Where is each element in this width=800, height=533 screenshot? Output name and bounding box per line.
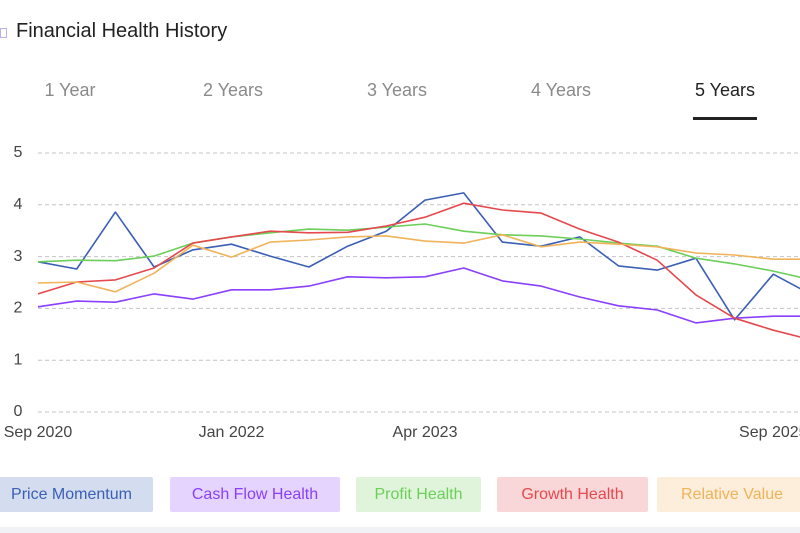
footer-strip (0, 527, 800, 533)
y-tick-label: 3 (14, 248, 23, 265)
legend-item[interactable]: Relative Value (657, 477, 800, 512)
chart: 0 1 2 3 4 5 Sep 2020 Jan 2022 Apr 2023 Sep 2025 (4, 144, 800, 441)
y-tick-label: 4 (14, 196, 23, 213)
tab-bar: 1 Year 2 Years 3 Years 4 Years 5 Years (0, 80, 800, 126)
series-line (37, 267, 800, 324)
tab[interactable]: 2 Years (202, 80, 264, 100)
x-tick-label: Apr 2023 (393, 424, 458, 441)
y-tick-label: 1 (14, 351, 23, 368)
y-tick-label: 2 (14, 300, 23, 317)
tab[interactable]: 4 Years (530, 80, 592, 100)
legend-item[interactable]: Growth Health (497, 477, 648, 512)
series-line (37, 192, 800, 321)
legend-item[interactable]: Price Momentum (0, 477, 153, 512)
series-line (37, 202, 800, 338)
tab[interactable]: 5 Years (692, 80, 758, 120)
page-title: Financial Health History (16, 20, 228, 42)
x-tick-label: Jan 2022 (199, 424, 265, 441)
title-icon (0, 28, 7, 38)
series-line (37, 223, 800, 278)
y-tick-label: 0 (14, 403, 23, 420)
x-tick-label: Sep 2020 (4, 424, 73, 441)
tab[interactable]: 3 Years (366, 80, 428, 100)
x-tick-label: Sep 2025 (739, 424, 800, 441)
legend-item[interactable]: Cash Flow Health (170, 477, 340, 512)
legend: Price Momentum Cash Flow Health Profit Hea… (0, 477, 800, 513)
y-tick-label: 5 (14, 144, 23, 161)
series-line (37, 234, 800, 293)
tab[interactable]: 1 Year (44, 80, 96, 100)
legend-item[interactable]: Profit Health (356, 477, 481, 512)
